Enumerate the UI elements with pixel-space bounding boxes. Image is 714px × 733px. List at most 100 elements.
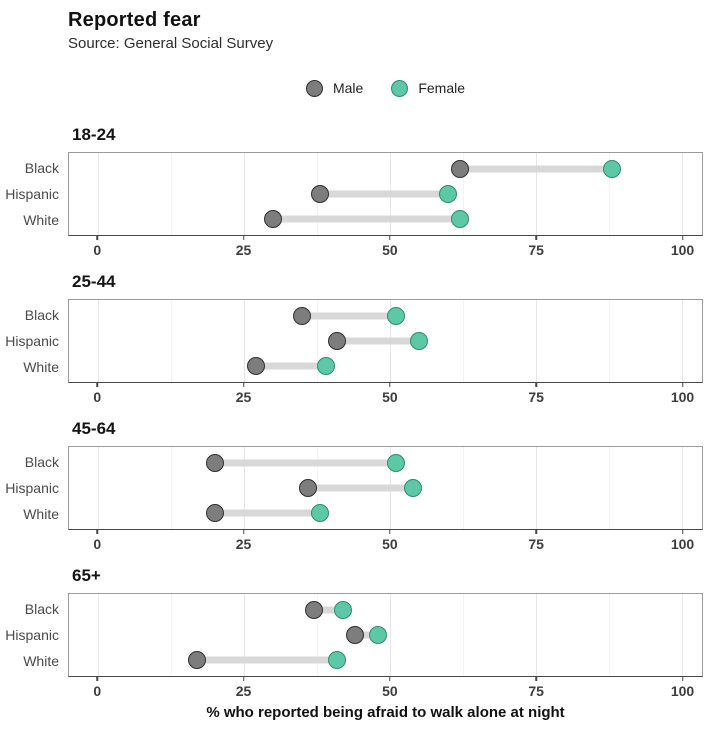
panel-body: Black Hispanic White xyxy=(0,299,714,383)
tick-mark xyxy=(96,530,98,534)
gridline-major xyxy=(681,300,683,382)
gridline-minor xyxy=(462,300,464,382)
male-dot xyxy=(345,626,364,644)
panel-group-18-24: 18-24 Black Hispanic White 0 25 50 75 100 xyxy=(0,124,714,262)
tick-mark xyxy=(535,236,537,240)
row-label: Black xyxy=(24,600,59,617)
female-dot xyxy=(328,651,347,670)
panel-title: 18-24 xyxy=(72,125,116,144)
gridline-minor xyxy=(608,300,610,382)
gridline-major xyxy=(244,153,246,235)
tick-label: 75 xyxy=(528,683,544,699)
row-label: Black xyxy=(24,453,59,470)
gridline-minor xyxy=(608,153,610,235)
chart-title: Reported fear xyxy=(68,9,201,31)
male-dot xyxy=(205,453,224,472)
tick-mark xyxy=(96,236,98,240)
tick-mark xyxy=(535,677,537,681)
legend: Male Female xyxy=(68,78,703,98)
gridline-major xyxy=(681,447,683,529)
gridline-minor xyxy=(608,594,610,676)
row-label: Hispanic xyxy=(5,186,59,202)
row-label: White xyxy=(23,359,59,376)
tick-mark xyxy=(389,383,391,387)
tick-mark xyxy=(389,236,391,240)
tick-label: 100 xyxy=(670,389,695,405)
tick-mark xyxy=(242,236,245,240)
panel-body: Black Hispanic White xyxy=(0,593,714,677)
y-axis-labels: Black Hispanic White xyxy=(0,593,68,677)
row-label: Hispanic xyxy=(5,627,59,643)
row-label: White xyxy=(23,506,59,523)
panel-body: Black Hispanic White xyxy=(0,152,714,236)
row-label: Hispanic xyxy=(5,480,59,496)
gridline-major xyxy=(681,153,683,235)
panel-group-65+: 65+ Black Hispanic White 0 25 50 75 100 xyxy=(0,565,714,703)
female-dot-icon xyxy=(391,79,409,97)
tick-label: 0 xyxy=(93,389,102,405)
gridline-major xyxy=(681,594,683,676)
gridline-major xyxy=(389,594,391,676)
female-dot xyxy=(369,626,388,644)
plot-panel xyxy=(68,446,703,530)
dumbbell-connector xyxy=(255,362,326,370)
y-axis-labels: Black Hispanic White xyxy=(0,299,68,383)
row-label: Black xyxy=(24,159,59,176)
legend-item-male: Male xyxy=(305,79,363,97)
gridline-minor xyxy=(316,594,318,676)
dumbbell-connector xyxy=(319,190,449,198)
plot-panel xyxy=(68,299,703,383)
legend-label-female: Female xyxy=(418,80,466,96)
tick-mark xyxy=(242,677,245,681)
tick-label: 50 xyxy=(382,242,398,258)
female-dot xyxy=(334,600,353,619)
row-label: Black xyxy=(24,306,59,323)
gridline-minor xyxy=(171,594,173,676)
panel-title: 65+ xyxy=(72,566,101,585)
gridline-major xyxy=(535,447,537,529)
gridline-minor xyxy=(462,153,464,235)
dumbbell-connector xyxy=(214,509,320,517)
dumbbell-connector xyxy=(354,631,379,639)
dumbbell-connector xyxy=(459,165,612,173)
male-dot xyxy=(293,306,312,325)
tick-mark xyxy=(681,677,684,681)
female-dot xyxy=(386,306,405,325)
tick-label: 100 xyxy=(670,683,695,699)
female-dot xyxy=(410,332,429,350)
x-axis: 0 25 50 75 100 xyxy=(68,236,703,262)
plot-panel xyxy=(68,593,703,677)
panel-title: 25-44 xyxy=(72,272,116,291)
tick-mark xyxy=(242,383,245,387)
male-dot xyxy=(246,357,265,376)
male-dot-icon xyxy=(305,79,323,97)
tick-mark xyxy=(681,236,684,240)
x-axis-title: % who reported being afraid to walk alon… xyxy=(206,704,565,721)
tick-mark xyxy=(681,383,684,387)
dumbbell-connector xyxy=(214,459,396,467)
dumbbell-connector xyxy=(197,656,338,664)
panel-group-45-64: 45-64 Black Hispanic White 0 25 50 75 100 xyxy=(0,418,714,556)
panel-body: Black Hispanic White xyxy=(0,446,714,530)
panel-group-25-44: 25-44 Black Hispanic White 0 25 50 75 100 xyxy=(0,271,714,409)
female-dot xyxy=(439,185,458,203)
gridline-major xyxy=(98,447,100,529)
x-axis: 0 25 50 75 100 xyxy=(68,677,703,703)
plot-panel xyxy=(68,152,703,236)
y-axis-labels: Black Hispanic White xyxy=(0,446,68,530)
gridline-major xyxy=(535,300,537,382)
gridline-minor xyxy=(171,300,173,382)
tick-mark xyxy=(535,383,537,387)
female-dot xyxy=(316,357,335,376)
gridline-major xyxy=(535,594,537,676)
female-dot xyxy=(602,159,621,178)
male-dot xyxy=(310,185,329,203)
female-dot xyxy=(386,453,405,472)
tick-mark xyxy=(535,530,537,534)
gridline-minor xyxy=(462,594,464,676)
dumbbell-connector xyxy=(308,484,414,492)
panel-title: 45-64 xyxy=(72,419,116,438)
male-dot xyxy=(328,332,347,350)
tick-label: 25 xyxy=(235,536,252,552)
